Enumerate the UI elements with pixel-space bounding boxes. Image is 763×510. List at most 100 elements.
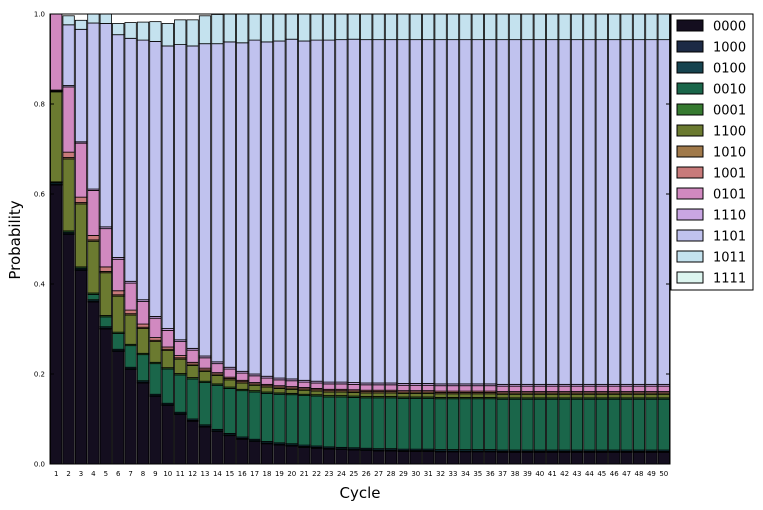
x-tick-label: 9 [153,470,157,478]
x-tick-label: 27 [374,470,383,478]
bar-segment-1011-cycle-48 [632,13,646,41]
bar-segment-1001-cycle-6 [112,290,125,296]
x-tick-label: 4 [91,470,96,478]
x-tick-label: 11 [176,470,185,478]
x-tick-label: 10 [163,470,172,478]
bar-segment-0101-cycle-30 [409,384,422,392]
bar-segment-1100-cycle-38 [508,393,522,399]
bar-segment-0101-cycle-41 [546,385,559,392]
bar-segment-1101-cycle-32 [434,39,447,385]
bar-segment-1100-cycle-20 [285,388,298,394]
bar-segment-0000-cycle-28 [384,450,398,465]
bar-segment-1101-cycle-49 [645,39,658,385]
bar-segment-1101-cycle-31 [422,39,435,384]
bar-segment-0010-cycle-22 [310,395,323,447]
bar-segment-0101-cycle-21 [298,381,311,388]
legend-label-0100: 0100 [713,62,746,77]
bar-segment-1101-cycle-13 [198,43,212,357]
bar-segment-1100-cycle-31 [422,392,435,398]
bar-segment-1101-cycle-42 [558,39,571,385]
bar-segment-1101-cycle-40 [533,39,546,385]
x-tick-label: 37 [498,470,507,478]
bar-segment-0000-cycle-15 [223,435,236,465]
bar-segment-1101-cycle-8 [136,39,150,301]
bar-segment-0101-cycle-36 [484,385,497,392]
bar-segment-0101-cycle-39 [521,385,534,392]
bar-segment-0010-cycle-49 [645,398,658,451]
bar-segment-1100-cycle-22 [310,390,323,396]
bar-segment-0010-cycle-5 [99,316,112,328]
bar-segment-0010-cycle-15 [223,387,236,434]
bar-segment-0000-cycle-21 [298,446,311,465]
bar-segment-1101-cycle-17 [248,39,261,375]
bar-segment-1100-cycle-13 [198,370,212,382]
bar-segment-1101-cycle-36 [484,39,497,385]
bar-segment-1100-cycle-7 [124,314,137,345]
x-tick-label: 13 [201,470,210,478]
bar-segment-1101-cycle-43 [570,39,584,385]
bar-segment-0000-cycle-43 [570,451,584,465]
bar-segment-0000-cycle-24 [335,449,348,465]
bar-segment-0101-cycle-47 [620,385,633,392]
y-tick-label: 0.0 [34,461,45,469]
legend-label-0000: 0000 [713,20,746,35]
bar-segment-0000-cycle-1 [50,184,63,465]
bar-segment-1100-cycle-44 [583,393,596,399]
x-tick-label: 21 [300,470,309,478]
bar-segment-1100-cycle-39 [521,393,534,399]
bar-segment-0010-cycle-30 [409,397,422,450]
bar-segment-1101-cycle-46 [608,39,621,385]
x-tick-label: 18 [263,470,272,478]
legend-swatch-1100 [676,124,704,137]
bar-segment-0000-cycle-27 [372,450,385,465]
bar-segment-0010-cycle-18 [260,392,274,442]
x-tick-label: 23 [325,470,334,478]
bar-segment-0000-cycle-19 [273,444,286,465]
y-tick-label: 0.6 [34,191,46,199]
bar-segment-1001-cycle-3 [74,196,88,203]
x-tick-label: 5 [104,470,108,478]
bar-segment-0101-cycle-17 [248,375,261,383]
bar-segment-0000-cycle-11 [174,414,187,465]
bar-segment-1011-cycle-41 [546,13,559,41]
bar-segment-1011-cycle-32 [434,13,447,41]
x-tick-label: 30 [411,470,420,478]
x-tick-label: 6 [116,470,121,478]
bar-segment-0000-cycle-8 [136,382,150,465]
bar-segment-0000-cycle-30 [409,450,422,465]
bar-segment-0101-cycle-31 [422,384,435,392]
bar-segment-0101-cycle-50 [657,385,670,392]
bar-segment-1101-cycle-18 [260,41,274,377]
bar-segment-0010-cycle-28 [384,397,398,450]
bar-segment-1101-cycle-50 [657,39,670,385]
bar-segment-0010-cycle-20 [285,394,298,445]
bar-segment-0010-cycle-33 [446,398,460,450]
bar-segment-1101-cycle-44 [583,39,596,385]
legend-label-1100: 1100 [713,125,746,140]
x-tick-label: 2 [66,470,70,478]
bar-segment-0101-cycle-33 [446,385,460,392]
bar-segment-0101-cycle-16 [236,372,249,381]
bar-segment-0000-cycle-25 [347,449,360,465]
y-tick-label: 0.4 [34,281,46,289]
bar-segment-1100-cycle-29 [397,392,410,398]
bar-segment-1001-cycle-7 [124,309,137,315]
bar-segment-1011-cycle-11 [174,19,187,46]
bar-segment-0101-cycle-2 [62,86,75,153]
bar-segment-1101-cycle-23 [322,39,336,383]
bar-segment-0000-cycle-46 [608,451,621,465]
bar-segment-0101-cycle-49 [645,385,658,392]
bar-segment-0101-cycle-37 [496,385,509,392]
bar-segment-0000-cycle-48 [632,451,646,465]
bar-segment-0010-cycle-8 [136,354,150,382]
x-tick-label: 49 [647,470,656,478]
bar-segment-0101-cycle-14 [211,363,224,374]
bar-segment-1100-cycle-21 [298,389,311,395]
bar-segment-0000-cycle-6 [112,351,125,465]
x-tick-label: 1 [54,470,58,478]
y-tick-label: 0.2 [34,371,45,379]
bar-segment-1100-cycle-23 [322,391,336,396]
bar-segment-1101-cycle-3 [74,28,88,143]
bar-segment-0010-cycle-4 [87,293,100,301]
